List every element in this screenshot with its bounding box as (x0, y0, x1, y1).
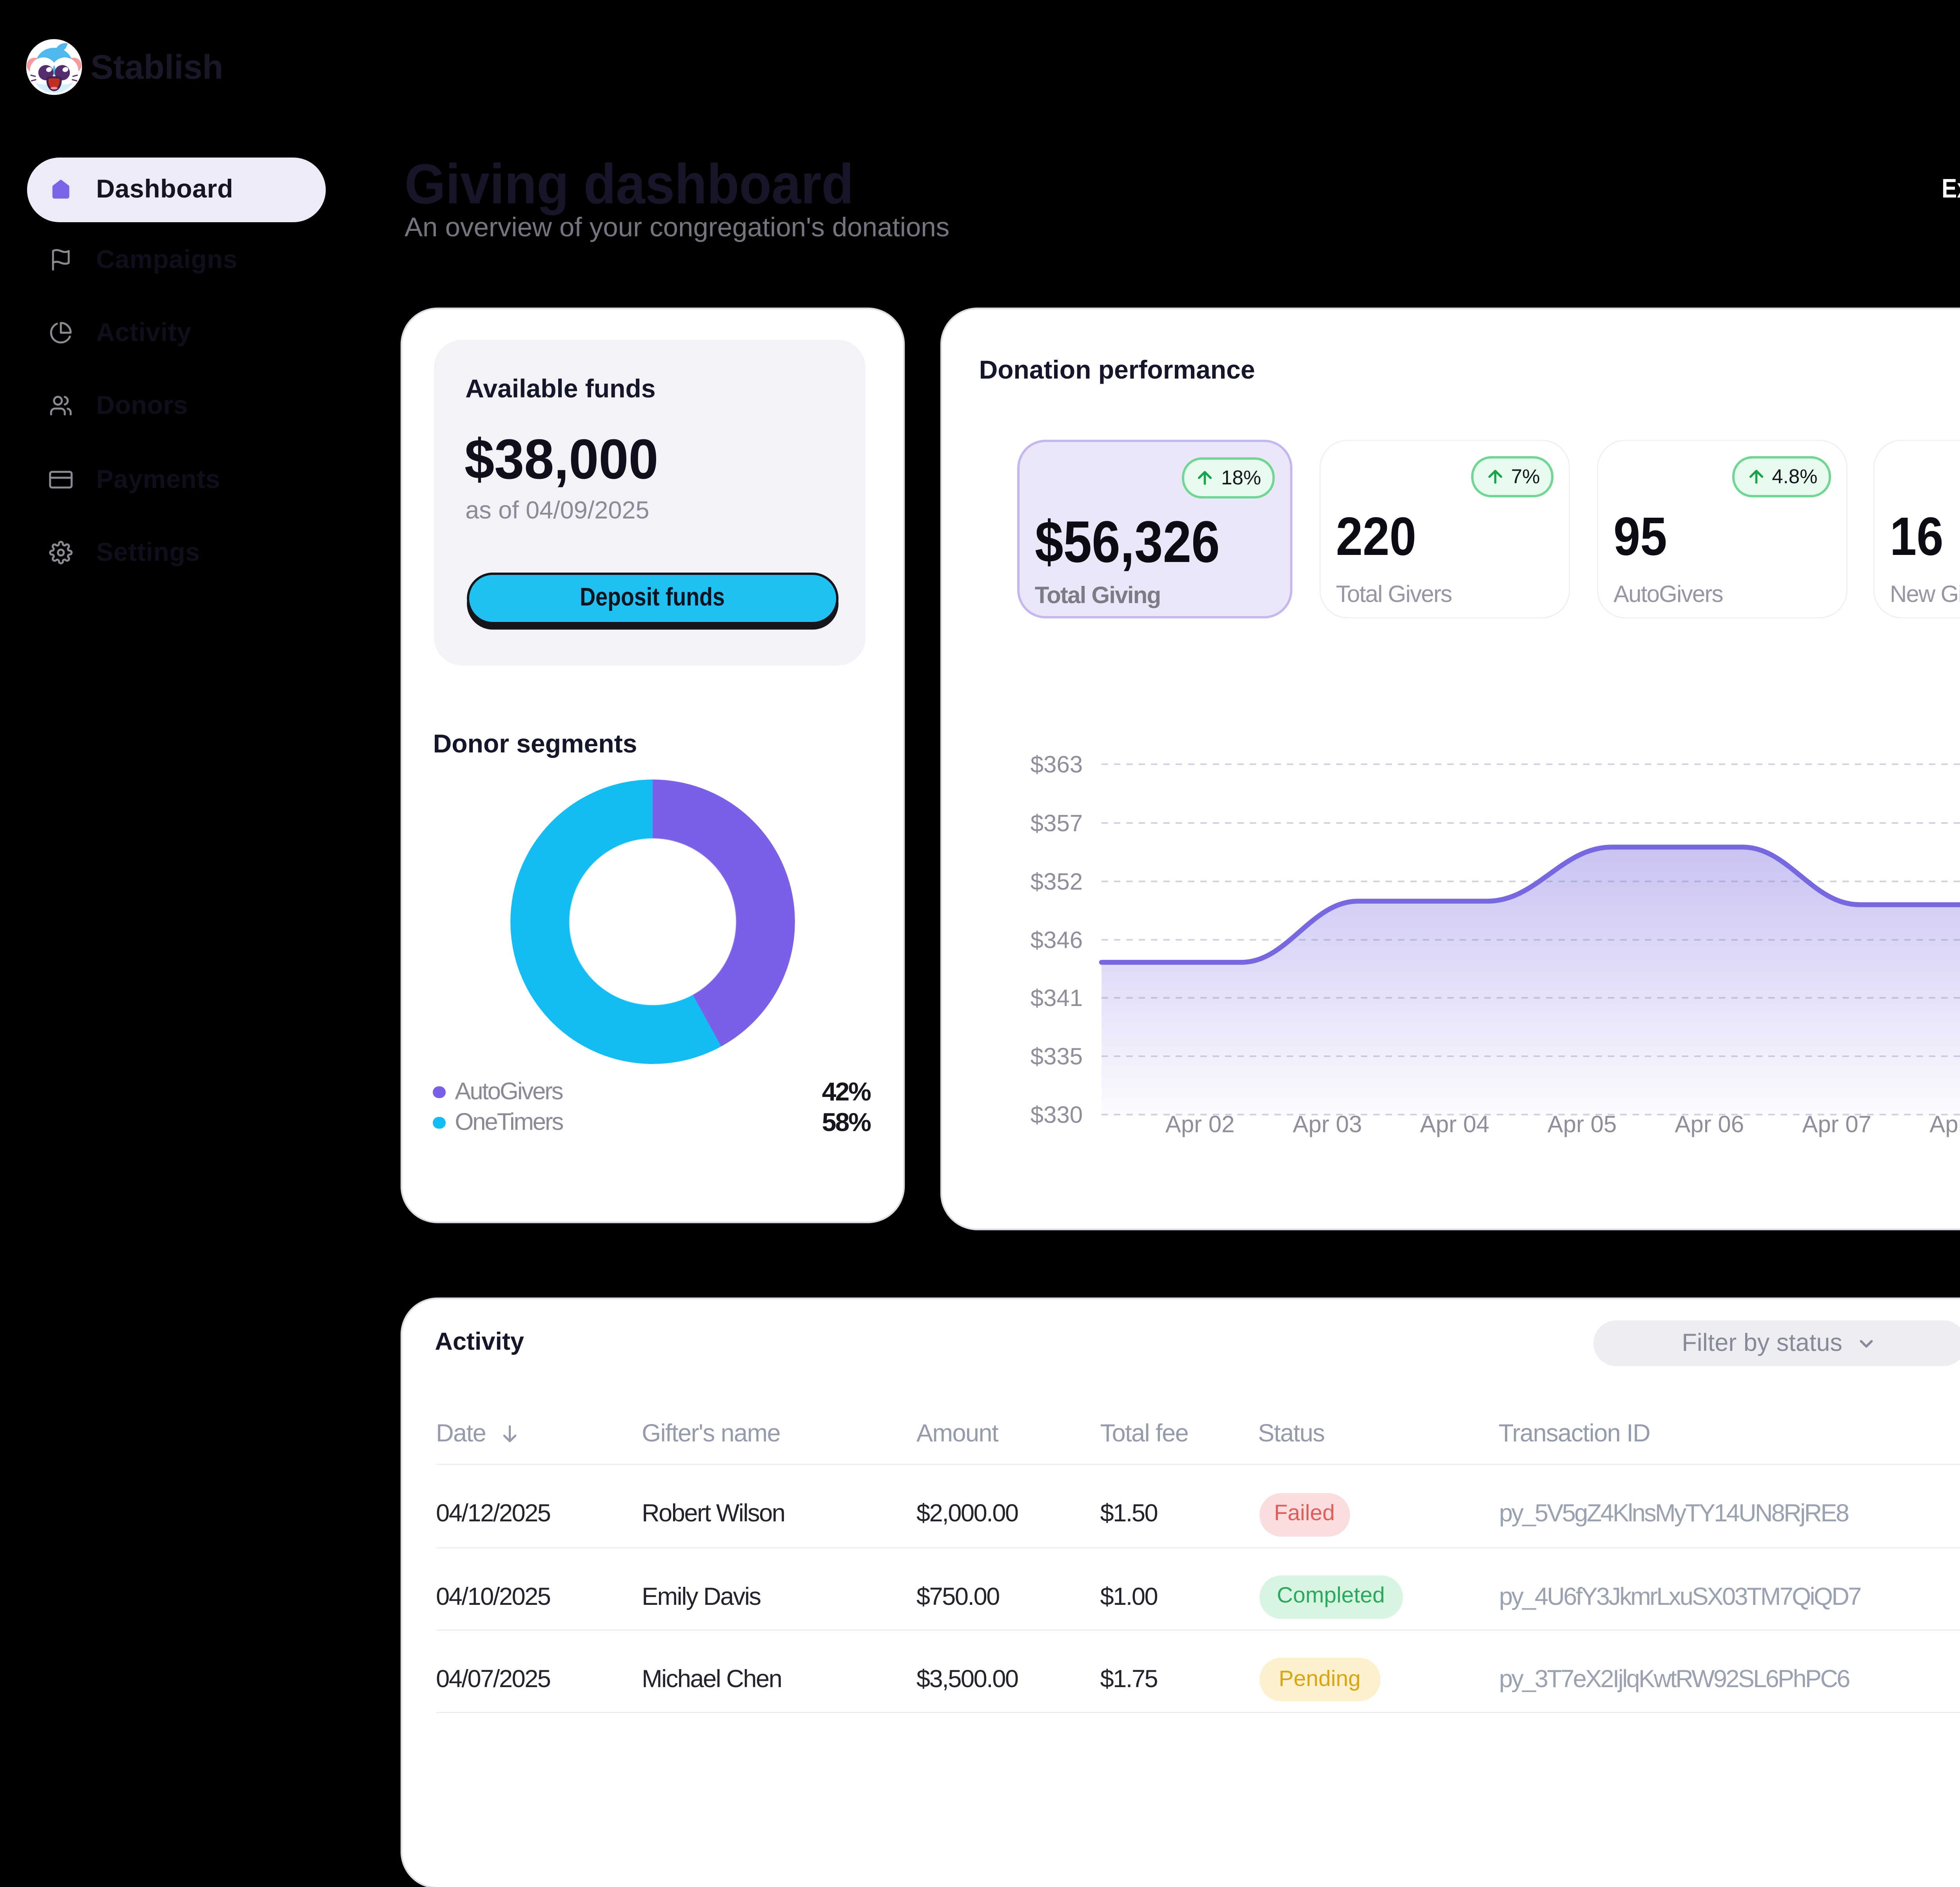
svg-text:$357: $357 (1031, 810, 1083, 836)
svg-text:$363: $363 (1031, 751, 1083, 778)
svg-text:$341: $341 (1031, 985, 1083, 1011)
svg-text:$335: $335 (1031, 1043, 1083, 1069)
svg-text:$346: $346 (1031, 927, 1083, 953)
svg-text:$330: $330 (1031, 1102, 1083, 1128)
svg-text:$352: $352 (1031, 868, 1083, 895)
